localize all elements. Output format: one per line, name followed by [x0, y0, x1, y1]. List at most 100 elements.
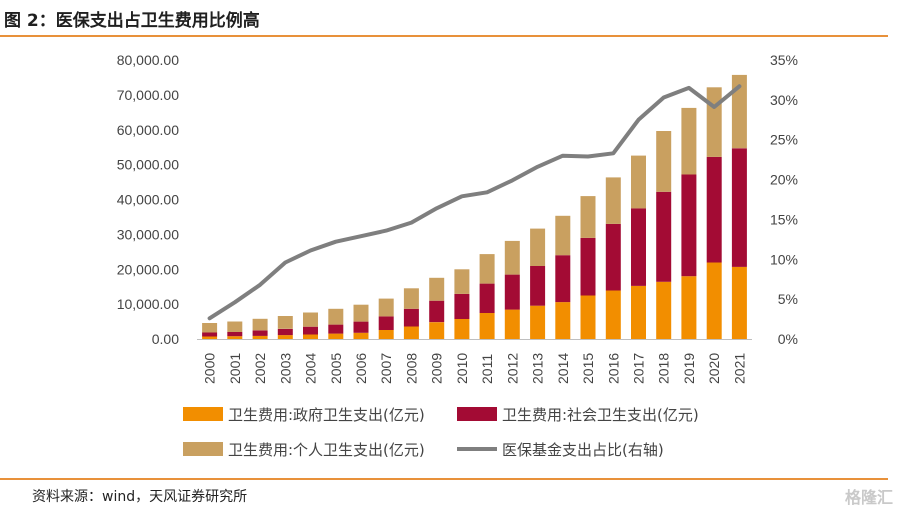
bar-personal	[252, 318, 268, 331]
bar-personal	[328, 308, 344, 325]
bar-social	[252, 330, 268, 336]
bar-social	[681, 174, 697, 277]
bar-government	[681, 276, 697, 339]
bar-government	[706, 262, 722, 339]
bar-personal	[605, 177, 621, 224]
bar-social	[731, 148, 747, 267]
bar-personal	[504, 240, 520, 275]
ratio-line-layer	[207, 84, 742, 321]
bar-social	[353, 321, 369, 333]
x-tick-label: 2010	[454, 353, 470, 384]
bar-social	[656, 191, 672, 282]
right-tick-label: 10%	[770, 251, 798, 267]
left-tick-label: 70,000.00	[117, 87, 179, 103]
bar-personal	[303, 312, 318, 327]
bar-social	[504, 274, 520, 310]
bar-government	[731, 266, 747, 339]
bar-social	[605, 223, 621, 291]
x-tick-label: 2001	[227, 353, 243, 384]
bar-personal	[202, 323, 218, 333]
bar-government	[530, 305, 546, 339]
chart: 80,000.00 70,000.00 60,000.00 50,000.00 40,0…	[117, 52, 798, 459]
bar-personal	[631, 155, 646, 209]
x-tick-label: 2009	[429, 353, 445, 384]
bar-government	[202, 336, 218, 339]
bar-government	[656, 281, 672, 339]
bar-personal	[353, 304, 369, 322]
bar-government	[454, 319, 470, 339]
bar-personal	[681, 107, 697, 175]
legend-personal-label: 卫生费用:个人卫生支出(亿元)	[228, 441, 425, 459]
bar-social	[530, 266, 546, 306]
bar-personal	[656, 131, 672, 192]
bar-government	[504, 309, 520, 339]
bar-personal	[731, 74, 747, 149]
figure-title: 图 2：医保支出占卫生费用比例高	[4, 11, 260, 31]
bar-government	[631, 286, 646, 339]
legend: 卫生费用:政府卫生支出(亿元) 卫生费用:社会卫生支出(亿元) 卫生费用:个人卫生支…	[183, 406, 699, 459]
x-tick-label: 2019	[681, 353, 697, 384]
left-tick-label: 50,000.00	[117, 157, 179, 173]
x-tick-label: 2016	[605, 353, 621, 384]
bar-personal	[530, 228, 546, 266]
bar-social	[202, 332, 218, 337]
bar-government	[580, 295, 596, 339]
x-tick-label: 2002	[252, 353, 268, 384]
source-note: 资料来源：wind，天风证券研究所	[32, 489, 248, 505]
x-tick-label: 2017	[631, 353, 647, 384]
x-tick-label: 2004	[303, 353, 319, 384]
bar-government	[429, 322, 445, 339]
legend-social-label: 卫生费用:社会卫生支出(亿元)	[502, 406, 699, 424]
legend-government-swatch	[183, 407, 223, 421]
bar-government	[227, 336, 243, 339]
x-tick-label: 2018	[656, 353, 672, 384]
bar-personal	[454, 269, 470, 294]
x-tick-label: 2014	[555, 353, 571, 384]
bar-social	[429, 300, 445, 323]
bar-social	[403, 308, 419, 327]
right-tick-label: 5%	[778, 291, 798, 307]
bar-social	[479, 283, 495, 313]
left-tick-label: 30,000.00	[117, 226, 179, 242]
bar-social	[454, 293, 470, 319]
bar-government	[403, 326, 419, 339]
bar-social	[328, 324, 344, 334]
bar-personal	[580, 196, 596, 238]
bar-social	[303, 326, 318, 335]
x-tick-label: 2015	[580, 353, 596, 384]
bar-government	[328, 333, 344, 339]
bar-social	[378, 316, 394, 330]
legend-ratio-label: 医保基金支出占比(右轴)	[502, 441, 664, 459]
bar-social	[277, 328, 293, 336]
bar-personal	[429, 277, 445, 301]
watermark: 格隆汇	[844, 488, 893, 507]
left-tick-label: 40,000.00	[117, 192, 179, 208]
x-tick-label: 2003	[277, 353, 293, 384]
legend-social-swatch	[457, 407, 497, 421]
bar-social	[227, 332, 243, 337]
x-tick-label: 2021	[731, 353, 747, 384]
left-tick-label: 0.00	[152, 331, 179, 347]
bar-personal	[706, 87, 722, 157]
x-tick-label: 2008	[403, 353, 419, 384]
bar-government	[303, 334, 318, 339]
bar-personal	[277, 316, 293, 329]
bar-personal	[227, 321, 243, 332]
right-axis: 35% 30% 25% 20% 15% 10% 5% 0%	[770, 52, 798, 347]
x-tick-label: 2005	[328, 353, 344, 384]
right-tick-label: 20%	[770, 172, 798, 188]
bar-social	[631, 208, 646, 286]
bar-government	[605, 290, 621, 339]
bars	[202, 74, 747, 339]
x-tick-label: 2012	[504, 353, 520, 384]
legend-government-label: 卫生费用:政府卫生支出(亿元)	[228, 406, 425, 424]
legend-personal-swatch	[183, 442, 223, 456]
x-tick-label: 2006	[353, 353, 369, 384]
left-tick-label: 10,000.00	[117, 296, 179, 312]
bar-personal	[378, 298, 394, 317]
right-tick-label: 25%	[770, 132, 798, 148]
left-tick-label: 20,000.00	[117, 261, 179, 277]
bar-government	[479, 313, 495, 339]
x-tick-label: 2020	[706, 353, 722, 384]
right-tick-label: 35%	[770, 52, 798, 68]
